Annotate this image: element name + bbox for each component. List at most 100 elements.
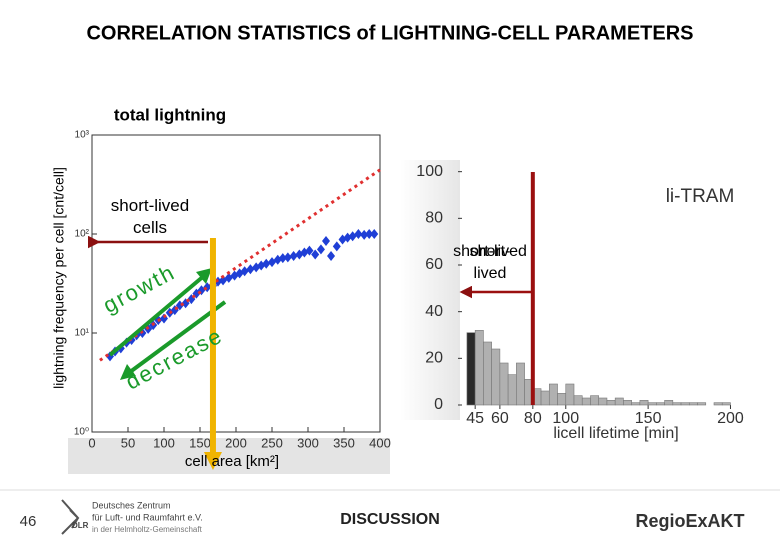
x-tick-label: 100 (153, 435, 175, 450)
y-tick-label: 80 (425, 210, 443, 227)
y-tick-label: 10⁰ (74, 427, 89, 438)
fit-line (99, 168, 381, 362)
bar (656, 402, 665, 406)
logo: DLR (61, 499, 89, 535)
bar (639, 400, 649, 406)
org-name: in der Helmholtz-Gemeinschaft (92, 525, 203, 534)
x-tick-label: 400 (369, 435, 391, 450)
annotation-line: short-lived (111, 196, 189, 215)
x-tick-label: 80 (524, 410, 542, 427)
logo-text: DLR (72, 521, 89, 530)
arrow-head (203, 452, 222, 470)
data-point (311, 249, 320, 260)
x-tick-label: 0 (88, 435, 95, 450)
bar (548, 383, 558, 406)
bar (581, 397, 591, 406)
project-logo: RegioExAKT (635, 511, 744, 531)
data-point (365, 229, 374, 239)
growth-arrow (108, 273, 207, 357)
chart-title: li-TRAM (666, 186, 735, 207)
section-label: DISCUSSION (340, 511, 440, 528)
bar (565, 383, 575, 406)
annotation-line: short- (470, 243, 511, 260)
y-tick-label: 20 (425, 350, 443, 367)
data-point (289, 250, 298, 261)
bar (491, 348, 501, 406)
bar (697, 402, 707, 406)
data-point (305, 245, 314, 256)
x-tick-label: 150 (189, 435, 211, 450)
data-point (327, 250, 336, 261)
bar (647, 402, 657, 406)
data-point (246, 264, 255, 275)
data-point (332, 241, 341, 252)
data-point (360, 229, 369, 240)
bar (721, 402, 731, 406)
arrow-head (120, 364, 136, 380)
org-name: Deutsches Zentrum (92, 500, 171, 510)
data-point (316, 244, 325, 255)
x-axis-label: licell lifetime [min] (553, 425, 678, 442)
y-tick-label: 10³ (75, 130, 90, 141)
bar (713, 402, 723, 406)
logo-icon (61, 499, 80, 535)
x-tick-label: 60 (491, 410, 509, 427)
bar (590, 395, 600, 406)
slide-title: CORRELATION STATISTICS of LIGHTNING-CELL… (86, 22, 693, 44)
x-tick-label: 250 (261, 435, 283, 450)
x-tick-label: 100 (552, 410, 579, 427)
annotation-line: lived (474, 265, 507, 282)
data-point (322, 235, 330, 246)
bar (688, 402, 698, 406)
data-point (354, 229, 363, 239)
data-point (262, 258, 271, 269)
data-point (240, 266, 249, 277)
x-tick-label: 200 (717, 410, 744, 427)
bar (474, 330, 484, 406)
bar (483, 341, 492, 406)
x-tick-label: 45 (466, 410, 484, 427)
bar (516, 362, 525, 406)
x-tick-label: 150 (635, 410, 662, 427)
bar (598, 397, 608, 406)
background (400, 160, 460, 420)
bar (606, 400, 616, 406)
chart-title: total lightning (114, 105, 226, 124)
bar (573, 395, 583, 406)
plot-area (462, 160, 770, 409)
bar (540, 390, 550, 406)
decrease-arrow (128, 300, 227, 374)
x-axis-label: cell area [km²] (185, 453, 279, 470)
x-tick-label: 300 (297, 435, 319, 450)
y-tick-label: 10² (75, 229, 90, 240)
data-point (278, 253, 287, 264)
page-number: 46 (20, 513, 37, 530)
bar (664, 400, 674, 406)
y-tick-label: 40 (425, 303, 443, 320)
x-tick-label: 200 (225, 435, 247, 450)
bar (680, 402, 690, 406)
annotation-line: cells (133, 218, 167, 237)
bar (466, 332, 476, 406)
bar (507, 374, 517, 406)
x-tick-label: 50 (121, 435, 135, 450)
y-axis-label: lightning frequency per cell [cnt/cell] (51, 167, 67, 389)
x-tick-label: 350 (333, 435, 355, 450)
bar (614, 397, 624, 406)
bar (557, 393, 567, 406)
y-tick-label: 0 (434, 396, 443, 413)
y-tick-label: 100 (416, 163, 443, 180)
bar (672, 402, 682, 406)
annotation: short-lived cells (111, 196, 189, 237)
y-tick-label: 60 (425, 256, 443, 273)
arrow-head (196, 268, 212, 284)
bar (499, 362, 509, 406)
y-tick-label: 10¹ (75, 328, 90, 339)
background (68, 438, 390, 474)
data-point (283, 252, 292, 263)
bar (623, 400, 632, 406)
bar (631, 402, 641, 406)
data-point (370, 229, 379, 239)
org-name: für Luft- und Raumfahrt e.V. (92, 512, 203, 522)
